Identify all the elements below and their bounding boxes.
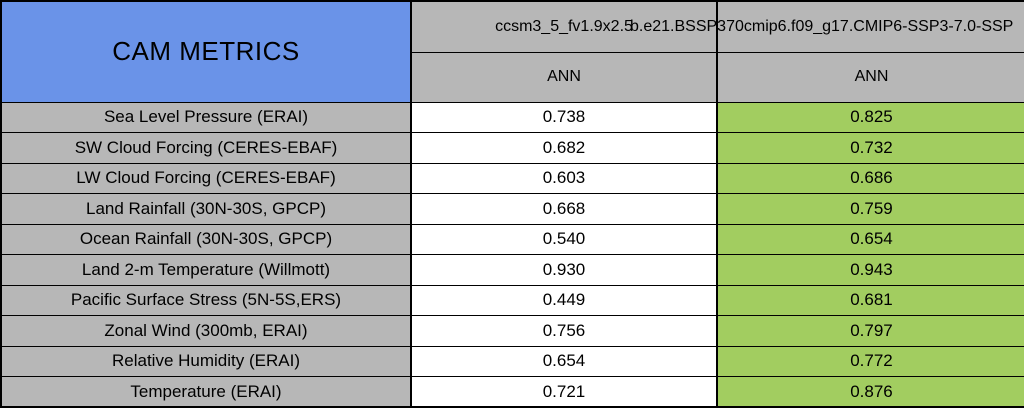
model-name-col1: ccsm3_5_fv1.9x2.5 (495, 17, 633, 35)
table-row: Ocean Rainfall (30N-30S, GPCP) 0.540 0.6… (0, 223, 1024, 255)
metric-value-cell-model2: 0.681 (716, 284, 1024, 316)
metric-value-cell-model1: 0.721 (410, 376, 718, 408)
metric-value-cell-model1: 0.756 (410, 315, 718, 347)
table-title-cell: CAM METRICS (0, 0, 412, 103)
metric-label-cell: Pacific Surface Stress (5N-5S,ERS) (0, 284, 412, 316)
metric-value-cell-model1: 0.682 (410, 132, 718, 164)
table-row: Temperature (ERAI) 0.721 0.876 (0, 376, 1024, 408)
table-row: LW Cloud Forcing (CERES-EBAF) 0.603 0.68… (0, 162, 1024, 194)
metric-value-cell-model2: 0.943 (716, 254, 1024, 286)
table-row: SW Cloud Forcing (CERES-EBAF) 0.682 0.73… (0, 132, 1024, 164)
metric-label-cell: Temperature (ERAI) (0, 376, 412, 408)
metric-label-cell: Relative Humidity (ERAI) (0, 345, 412, 377)
model-name-col2: b.e21.BSSP370cmip6.f09_g17.CMIP6-SSP3-7.… (630, 17, 1014, 35)
metric-label-cell: SW Cloud Forcing (CERES-EBAF) (0, 132, 412, 164)
model-header-col1: ccsm3_5_fv1.9x2.5 (410, 0, 718, 53)
table-title: CAM METRICS (112, 36, 300, 67)
table-row: Zonal Wind (300mb, ERAI) 0.756 0.797 (0, 315, 1024, 347)
metric-value-cell-model2: 0.686 (716, 162, 1024, 194)
metric-label-cell: Ocean Rainfall (30N-30S, GPCP) (0, 223, 412, 255)
table-row: Pacific Surface Stress (5N-5S,ERS) 0.449… (0, 284, 1024, 316)
season-header-row: ANN ANN (1, 51, 1024, 103)
table-row: Sea Level Pressure (ERAI) 0.738 0.825 (0, 101, 1024, 133)
model-header-col2: b.e21.BSSP370cmip6.f09_g17.CMIP6-SSP3-7.… (630, 0, 1024, 53)
season-header-col1: ANN (410, 51, 718, 103)
metric-label-cell: LW Cloud Forcing (CERES-EBAF) (0, 162, 412, 194)
season-header-col2: ANN (716, 51, 1024, 103)
metric-value-cell-model1: 0.654 (410, 345, 718, 377)
metric-value-cell-model1: 0.668 (410, 193, 718, 225)
metric-label-cell: Zonal Wind (300mb, ERAI) (0, 315, 412, 347)
table-row: Land 2-m Temperature (Willmott) 0.930 0.… (0, 254, 1024, 286)
metric-value-cell-model2: 0.654 (716, 223, 1024, 255)
metric-value-cell-model1: 0.738 (410, 101, 718, 133)
metric-label-cell: Sea Level Pressure (ERAI) (0, 101, 412, 133)
metric-value-cell-model2: 0.876 (716, 376, 1024, 408)
metric-value-cell-model2: 0.759 (716, 193, 1024, 225)
metric-value-cell-model1: 0.540 (410, 223, 718, 255)
metric-label-cell: Land Rainfall (30N-30S, GPCP) (0, 193, 412, 225)
metric-label-cell: Land 2-m Temperature (Willmott) (0, 254, 412, 286)
season-label-col1: ANN (547, 68, 581, 85)
metric-value-cell-model2: 0.772 (716, 345, 1024, 377)
metric-value-cell-model2: 0.797 (716, 315, 1024, 347)
model-header-row: CAM METRICS ccsm3_5_fv1.9x2.5 b.e21.BSSP… (0, 0, 1024, 103)
metric-value-cell-model1: 0.930 (410, 254, 718, 286)
table-row: Relative Humidity (ERAI) 0.654 0.772 (0, 345, 1024, 377)
season-label-col2: ANN (854, 68, 889, 85)
metric-value-cell-model1: 0.603 (410, 162, 718, 194)
metric-value-cell-model2: 0.825 (716, 101, 1024, 133)
metric-value-cell-model2: 0.732 (716, 132, 1024, 164)
table-row: Land Rainfall (30N-30S, GPCP) 0.668 0.75… (0, 193, 1024, 225)
metric-value-cell-model1: 0.449 (410, 284, 718, 316)
